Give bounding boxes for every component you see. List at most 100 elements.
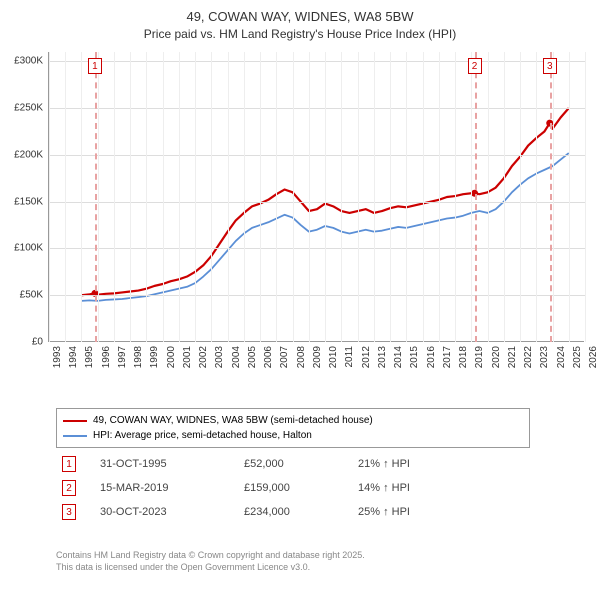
gridline-v bbox=[390, 52, 391, 342]
sale-event-date: 15-MAR-2019 bbox=[100, 482, 220, 494]
gridline-v bbox=[358, 52, 359, 342]
x-axis-label: 2011 bbox=[344, 346, 355, 368]
legend-label: 49, COWAN WAY, WIDNES, WA8 5BW (semi-det… bbox=[93, 413, 373, 428]
x-axis-label: 2009 bbox=[312, 346, 323, 368]
gridline-v bbox=[341, 52, 342, 342]
gridline-v bbox=[488, 52, 489, 342]
sale-marker-badge: 1 bbox=[88, 58, 102, 74]
sale-event-hpi: 21% ↑ HPI bbox=[358, 458, 458, 470]
x-axis-label: 1995 bbox=[84, 346, 95, 368]
footer-line2: This data is licensed under the Open Gov… bbox=[56, 562, 365, 574]
sale-event-hpi: 25% ↑ HPI bbox=[358, 506, 458, 518]
gridline-v bbox=[179, 52, 180, 342]
gridline-v bbox=[309, 52, 310, 342]
gridline-v bbox=[569, 52, 570, 342]
x-axis-label: 1998 bbox=[133, 346, 144, 368]
x-axis-label: 2022 bbox=[523, 346, 534, 368]
y-axis-label: £300K bbox=[14, 56, 43, 67]
x-axis-label: 1997 bbox=[117, 346, 128, 368]
x-axis-label: 2000 bbox=[166, 346, 177, 368]
x-axis-label: 1999 bbox=[149, 346, 160, 368]
sale-event-hpi: 14% ↑ HPI bbox=[358, 482, 458, 494]
gridline-v bbox=[293, 52, 294, 342]
x-axis-label: 2003 bbox=[214, 346, 225, 368]
gridline-v bbox=[244, 52, 245, 342]
title-subtitle: Price paid vs. HM Land Registry's House … bbox=[0, 26, 600, 43]
x-axis-label: 2005 bbox=[247, 346, 258, 368]
gridline-v bbox=[98, 52, 99, 342]
gridline-v bbox=[130, 52, 131, 342]
x-axis-label: 2002 bbox=[198, 346, 209, 368]
sale-event-price: £52,000 bbox=[244, 458, 334, 470]
gridline-v bbox=[536, 52, 537, 342]
sale-event-badge: 2 bbox=[62, 480, 76, 496]
chart-title: 49, COWAN WAY, WIDNES, WA8 5BW Price pai… bbox=[0, 0, 600, 43]
gridline-v bbox=[374, 52, 375, 342]
sale-events-table: 1 31-OCT-1995 £52,000 21% ↑ HPI 2 15-MAR-2019… bbox=[56, 452, 530, 524]
sale-event-price: £234,000 bbox=[244, 506, 334, 518]
gridline-v bbox=[228, 52, 229, 342]
footer-attribution: Contains HM Land Registry data © Crown c… bbox=[56, 550, 365, 573]
x-axis-label: 2014 bbox=[393, 346, 404, 368]
x-axis-label: 2001 bbox=[182, 346, 193, 368]
x-axis-label: 2021 bbox=[507, 346, 518, 368]
sale-marker-badge: 3 bbox=[543, 58, 557, 74]
gridline-v bbox=[406, 52, 407, 342]
title-address: 49, COWAN WAY, WIDNES, WA8 5BW bbox=[0, 8, 600, 26]
x-axis-label: 2025 bbox=[572, 346, 583, 368]
gridline-v bbox=[49, 52, 50, 342]
legend-item: HPI: Average price, semi-detached house,… bbox=[63, 428, 523, 443]
footer-line1: Contains HM Land Registry data © Crown c… bbox=[56, 550, 365, 562]
gridline-v bbox=[195, 52, 196, 342]
gridline-v bbox=[504, 52, 505, 342]
gridline-v bbox=[260, 52, 261, 342]
sale-event-date: 30-OCT-2023 bbox=[100, 506, 220, 518]
sale-marker-line bbox=[475, 52, 477, 342]
x-axis-label: 2023 bbox=[539, 346, 550, 368]
plot-area: £0£50K£100K£150K£200K£250K£300K199319941… bbox=[48, 52, 584, 370]
x-axis-label: 2020 bbox=[491, 346, 502, 368]
gridline-v bbox=[211, 52, 212, 342]
legend: 49, COWAN WAY, WIDNES, WA8 5BW (semi-det… bbox=[56, 408, 530, 448]
x-axis-label: 2019 bbox=[474, 346, 485, 368]
gridline-v bbox=[471, 52, 472, 342]
y-axis-label: £150K bbox=[14, 196, 43, 207]
gridline-v bbox=[455, 52, 456, 342]
y-axis-label: £250K bbox=[14, 103, 43, 114]
gridline-v bbox=[65, 52, 66, 342]
sale-event-badge: 1 bbox=[62, 456, 76, 472]
gridline-v bbox=[423, 52, 424, 342]
x-axis-label: 1994 bbox=[68, 346, 79, 368]
gridline-v bbox=[439, 52, 440, 342]
sale-marker-badge: 2 bbox=[468, 58, 482, 74]
gridline-v bbox=[81, 52, 82, 342]
sale-event-price: £159,000 bbox=[244, 482, 334, 494]
x-axis-label: 1993 bbox=[52, 346, 63, 368]
x-axis-label: 2007 bbox=[279, 346, 290, 368]
x-axis-label: 2004 bbox=[231, 346, 242, 368]
gridline-v bbox=[146, 52, 147, 342]
x-axis-label: 2026 bbox=[588, 346, 599, 368]
sale-marker-line bbox=[550, 52, 552, 342]
gridline-v bbox=[553, 52, 554, 342]
x-axis-label: 2015 bbox=[409, 346, 420, 368]
gridline-v bbox=[163, 52, 164, 342]
y-axis-label: £200K bbox=[14, 149, 43, 160]
y-axis-label: £100K bbox=[14, 243, 43, 254]
x-axis-label: 2016 bbox=[426, 346, 437, 368]
legend-swatch bbox=[63, 435, 87, 437]
gridline-v bbox=[114, 52, 115, 342]
legend-swatch bbox=[63, 420, 87, 422]
sale-event-date: 31-OCT-1995 bbox=[100, 458, 220, 470]
sale-event-row: 3 30-OCT-2023 £234,000 25% ↑ HPI bbox=[56, 500, 530, 524]
x-axis-label: 2013 bbox=[377, 346, 388, 368]
x-axis-label: 2008 bbox=[296, 346, 307, 368]
gridline-v bbox=[325, 52, 326, 342]
y-axis-label: £50K bbox=[20, 290, 43, 301]
gridline-v bbox=[276, 52, 277, 342]
x-axis-label: 2018 bbox=[458, 346, 469, 368]
sale-event-badge: 3 bbox=[62, 504, 76, 520]
plot: £0£50K£100K£150K£200K£250K£300K199319941… bbox=[48, 52, 584, 342]
legend-item: 49, COWAN WAY, WIDNES, WA8 5BW (semi-det… bbox=[63, 413, 523, 428]
x-axis-label: 2024 bbox=[556, 346, 567, 368]
